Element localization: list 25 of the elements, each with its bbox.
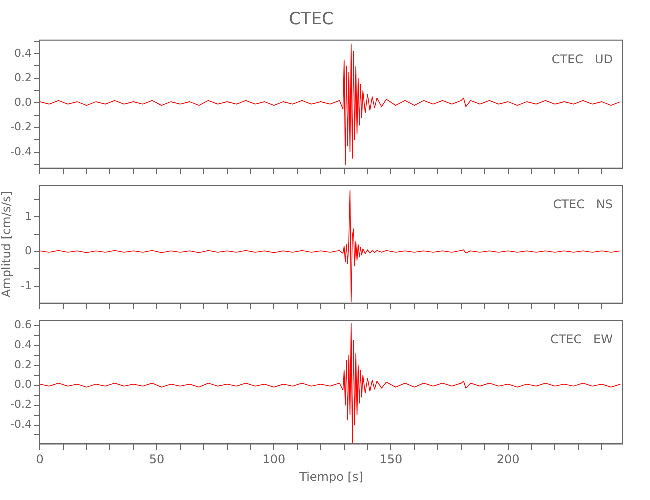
y-tick-label: -0.2 bbox=[10, 398, 32, 412]
y-tick-label: 0.0 bbox=[14, 96, 32, 110]
y-tick-label: 0.2 bbox=[14, 358, 32, 372]
y-tick-label: -0.4 bbox=[10, 418, 32, 432]
x-tick-label: 50 bbox=[149, 452, 165, 467]
y-tick-label: 0.4 bbox=[14, 338, 32, 352]
annotation: CTEC EW bbox=[550, 332, 614, 347]
y-tick-label: -1 bbox=[21, 280, 32, 293]
y-tick-label: -0.4 bbox=[10, 145, 32, 158]
x-axis-title: Tiempo [s] bbox=[298, 470, 364, 484]
y-tick-label: 0.0 bbox=[14, 378, 32, 392]
x-tick-label: 0 bbox=[36, 452, 44, 467]
annotation: CTEC NS bbox=[553, 198, 613, 212]
y-tick-label: -0.2 bbox=[10, 120, 32, 134]
x-tick-label: 200 bbox=[496, 452, 520, 467]
y-tick-label: 0.4 bbox=[14, 46, 32, 60]
x-tick-label: 100 bbox=[262, 452, 286, 467]
annotation: CTEC UD bbox=[552, 52, 613, 67]
y-tick-label: 0.2 bbox=[14, 71, 32, 84]
chart-title: CTEC bbox=[289, 10, 334, 30]
y-tick-label: 0 bbox=[25, 244, 32, 258]
y-axis-title: Amplitud [cm/s/s] bbox=[0, 191, 14, 298]
x-tick-label: 150 bbox=[380, 452, 403, 467]
y-tick-label: 0.6 bbox=[14, 318, 32, 332]
y-tick-label: 1 bbox=[25, 210, 32, 223]
